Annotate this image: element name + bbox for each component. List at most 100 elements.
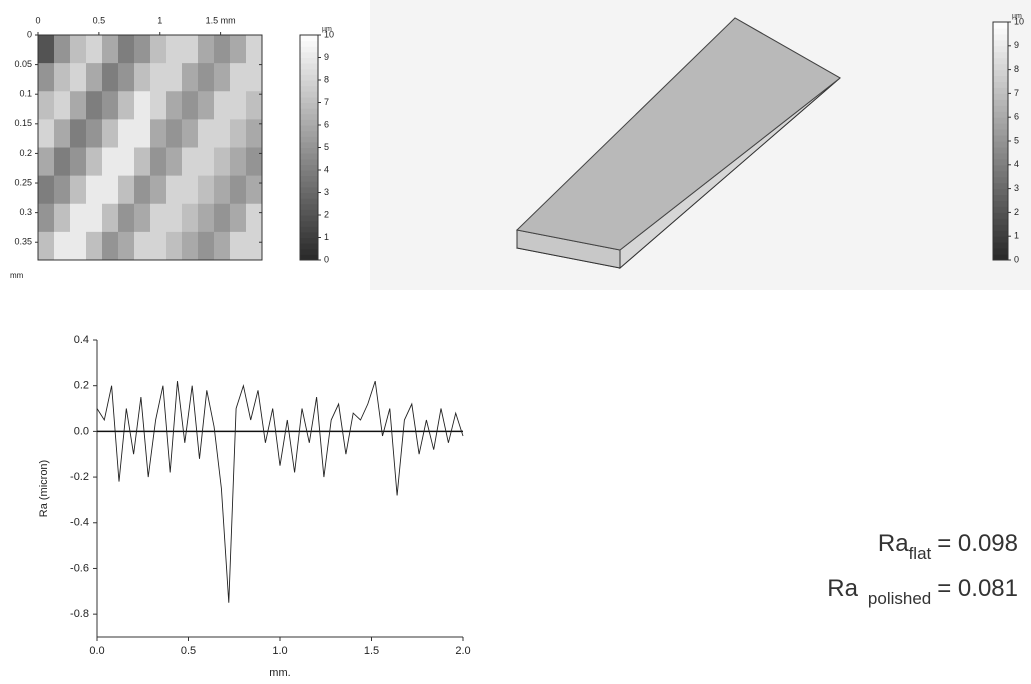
- colorbar-cell: [993, 105, 1008, 112]
- heatmap-cell: [102, 91, 119, 120]
- colorbar-cell: [300, 231, 318, 238]
- colorbar-cell: [993, 111, 1008, 118]
- heatmap-cell: [54, 203, 71, 233]
- heatmap-cell: [150, 175, 167, 205]
- colorbar-cell: [300, 91, 318, 98]
- colorbar-cell: [300, 164, 318, 171]
- heatmap-cell: [246, 203, 263, 233]
- colorbar-tick-label: 9: [324, 52, 329, 62]
- x-tick-label: 0.5: [93, 15, 106, 25]
- y-tick-label: 0.2: [74, 380, 89, 392]
- y-tick-label: 0.35: [14, 237, 32, 247]
- ra-base: Ra: [878, 530, 909, 557]
- colorbar-tick-label: 3: [1014, 183, 1019, 193]
- colorbar-cell: [300, 170, 318, 177]
- heatmap-cell: [198, 203, 215, 233]
- colorbar-cell: [993, 212, 1008, 219]
- heatmap-cell: [54, 63, 71, 92]
- heatmap-cell: [214, 231, 231, 261]
- heatmap-cell: [86, 231, 103, 261]
- heatmap-cell: [214, 175, 231, 205]
- colorbar-cell: [993, 170, 1008, 178]
- colorbar-cell: [993, 51, 1008, 59]
- heatmap-cell: [230, 91, 247, 120]
- colorbar-tick-label: 2: [1014, 207, 1019, 217]
- colorbar-cell: [993, 57, 1008, 65]
- y-axis-label: Ra (micron): [38, 460, 50, 517]
- heatmap-cell: [102, 175, 119, 205]
- heatmap-cell: [166, 175, 183, 205]
- annotations: Raflat = 0.098 Ra polished = 0.081: [827, 530, 1018, 608]
- heatmap-cell: [182, 63, 199, 92]
- y-tick-label: 0.1: [19, 89, 32, 99]
- colorbar-cell: [993, 224, 1008, 231]
- colorbar-cell: [993, 242, 1008, 249]
- heatmap-cell: [214, 35, 231, 64]
- heatmap-cell: [134, 35, 151, 64]
- heatmap-cell: [198, 63, 215, 92]
- heatmap-cell: [134, 119, 151, 148]
- colorbar-cell: [300, 243, 318, 250]
- heatmap-cell: [214, 203, 231, 233]
- heatmap-cell: [150, 231, 167, 261]
- x-axis-label: mm.: [269, 667, 290, 679]
- colorbar-cell: [993, 129, 1008, 136]
- heatmap-cell: [134, 175, 151, 205]
- heatmap-cell: [86, 203, 103, 233]
- colorbar-cell: [993, 75, 1008, 82]
- heatmap-cell: [198, 91, 215, 120]
- colorbar-tick-label: 4: [324, 164, 329, 174]
- heatmap-cell: [70, 231, 87, 261]
- colorbar-cell: [300, 203, 318, 210]
- heatmap-cell: [166, 91, 183, 120]
- colorbar-tick-label: 0: [1014, 254, 1019, 264]
- ra-sub: polished: [868, 589, 931, 608]
- colorbar-cell: [300, 186, 318, 193]
- colorbar-cell: [300, 198, 318, 205]
- heatmap-cell: [214, 91, 231, 120]
- colorbar-cell: [993, 93, 1008, 100]
- x-tick-label: 0.5: [181, 645, 196, 657]
- heatmap-cell: [70, 147, 87, 177]
- colorbar-cell: [993, 176, 1008, 184]
- colorbar-cell: [300, 35, 318, 42]
- heatmap-cell: [118, 203, 135, 233]
- heatmap-cell: [134, 63, 151, 92]
- heatmap-cell: [86, 63, 103, 92]
- line-series: [96, 380, 464, 603]
- y-tick-label: 0.25: [14, 177, 32, 187]
- heatmap-cell: [150, 35, 167, 64]
- heatmap-cell: [198, 147, 215, 177]
- heatmap-cell: [86, 175, 103, 205]
- heatmap-cell: [166, 35, 183, 64]
- colorbar-tick-label: 5: [324, 142, 329, 152]
- colorbar-tick-label: 7: [1014, 88, 1019, 98]
- colorbar-tick-label: 0: [324, 254, 329, 264]
- colorbar-unit: µm: [1012, 13, 1022, 20]
- colorbar-cell: [300, 51, 318, 58]
- heatmap-cell: [86, 35, 103, 64]
- ra-base: Ra: [827, 575, 858, 602]
- colorbar-cell: [300, 108, 318, 115]
- heatmap-cell: [38, 231, 55, 261]
- colorbar-cell: [993, 69, 1008, 77]
- heatmap-cell: [70, 35, 87, 64]
- heatmap-cell: [54, 175, 71, 205]
- colorbar-cell: [300, 68, 318, 75]
- heatmap-cell: [198, 175, 215, 205]
- heatmap-cell: [230, 119, 247, 148]
- heatmap-cell: [150, 119, 167, 148]
- colorbar-cell: [993, 194, 1008, 201]
- heatmap-cell: [102, 203, 119, 233]
- heatmap-cell: [182, 91, 199, 120]
- heatmap-cell: [38, 91, 55, 120]
- heatmap-cell: [102, 231, 119, 261]
- y-tick-label: -0.8: [70, 608, 89, 620]
- heatmap-cell: [166, 231, 183, 261]
- colorbar-cell: [993, 135, 1008, 142]
- heatmap-cell: [182, 147, 199, 177]
- colorbar-tick-label: 1: [1014, 231, 1019, 241]
- heatmap-cell: [150, 63, 167, 92]
- ra-flat: Raflat = 0.098: [878, 530, 1018, 563]
